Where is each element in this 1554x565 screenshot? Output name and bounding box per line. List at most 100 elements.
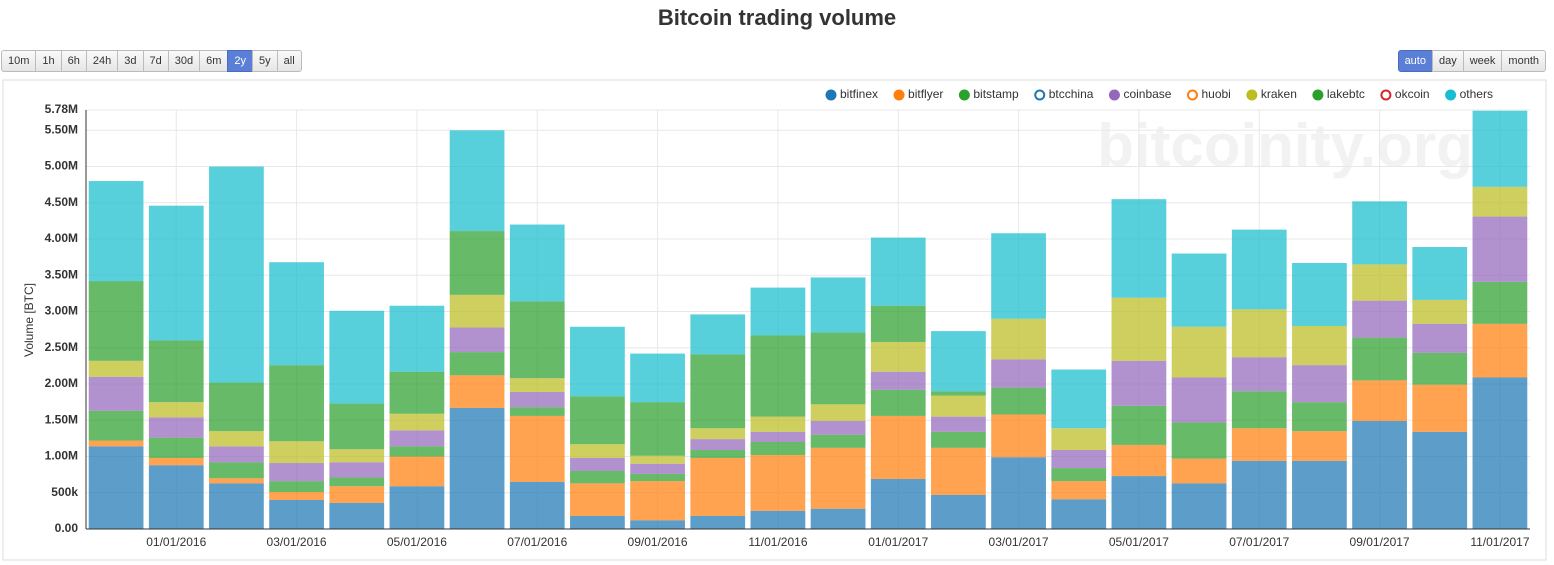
- bar-segment: [810, 508, 866, 529]
- control-button[interactable]: 7d: [142, 50, 169, 72]
- bar-segment: [209, 431, 264, 447]
- bar-segment: [991, 233, 1046, 319]
- bar-segment: [1111, 297, 1167, 361]
- legend-label: lakebtc: [1327, 87, 1365, 101]
- bar-segment: [570, 396, 625, 445]
- bar-segment: [630, 463, 685, 474]
- bar-segment: [329, 477, 385, 487]
- bar-segment: [389, 413, 445, 431]
- control-button[interactable]: week: [1462, 50, 1503, 72]
- bar-segment: [209, 382, 264, 432]
- control-button[interactable]: 24h: [85, 50, 119, 72]
- bar-segment: [449, 352, 505, 376]
- control-button[interactable]: 10m: [1, 50, 37, 72]
- x-tick-label: 09/01/2017: [1350, 535, 1410, 549]
- bar-segment: [750, 416, 806, 432]
- bar-segment: [991, 414, 1046, 458]
- legend-marker: [1380, 89, 1392, 101]
- control-button[interactable]: 30d: [167, 50, 201, 72]
- bar-segment: [509, 301, 565, 379]
- bar-segment: [1292, 431, 1347, 461]
- bar-segment: [690, 354, 746, 429]
- resolution-buttons: auto day week month: [1397, 50, 1546, 72]
- bar-segment: [1051, 428, 1107, 450]
- x-tick-label: 05/01/2016: [387, 535, 447, 549]
- bar-segment: [1231, 428, 1287, 461]
- y-tick-label: 3.50M: [45, 267, 78, 281]
- bar-segment: [1111, 476, 1167, 529]
- bar-segment: [148, 457, 204, 466]
- bar-segment: [88, 181, 144, 282]
- x-tick-label: 03/01/2016: [267, 535, 327, 549]
- y-tick-label: 1.50M: [45, 412, 78, 426]
- bar-segment: [810, 332, 866, 405]
- bar-segment: [1412, 323, 1468, 353]
- bar-segment: [1472, 110, 1528, 187]
- control-button[interactable]: month: [1501, 50, 1546, 72]
- bar-segment: [1171, 483, 1227, 529]
- legend-label: kraken: [1261, 87, 1297, 101]
- control-button[interactable]: 6h: [60, 50, 87, 72]
- bar-segment: [1171, 458, 1227, 484]
- bar-segment: [148, 465, 204, 529]
- bar-segment: [449, 407, 505, 529]
- control-button[interactable]: day: [1431, 50, 1464, 72]
- bar-segment: [630, 353, 685, 403]
- bar-segment: [1111, 360, 1167, 406]
- bar-segment: [509, 407, 565, 416]
- bar-segment: [1171, 253, 1227, 327]
- bar-segment: [509, 378, 565, 392]
- control-button[interactable]: 6m: [199, 50, 229, 72]
- legend-label: huobi: [1201, 87, 1230, 101]
- bar-segment: [570, 471, 625, 484]
- bar-segment: [810, 277, 866, 333]
- x-tick-label: 09/01/2016: [628, 535, 688, 549]
- legend-label: btcchina: [1049, 87, 1094, 101]
- bar-segment: [991, 457, 1046, 529]
- bar-segment: [1412, 247, 1468, 300]
- control-button[interactable]: 2y: [227, 50, 254, 72]
- control-button[interactable]: 5y: [252, 50, 278, 72]
- bar-segment: [750, 442, 806, 456]
- x-tick-label: 07/01/2017: [1229, 535, 1289, 549]
- y-tick-label: 5.00M: [45, 159, 78, 173]
- bar-segment: [329, 462, 385, 478]
- bar-segment: [690, 449, 746, 458]
- bar-segment: [389, 486, 445, 529]
- control-button[interactable]: 3d: [117, 50, 144, 72]
- bar-segment: [1292, 365, 1347, 403]
- control-button[interactable]: 1h: [35, 50, 62, 72]
- bar-segment: [88, 376, 144, 411]
- legend-marker: [893, 89, 905, 101]
- bar-segment: [88, 281, 144, 361]
- bar-segment: [269, 441, 324, 464]
- control-button[interactable]: all: [276, 50, 302, 72]
- bar-segment: [931, 391, 986, 396]
- control-button[interactable]: auto: [1397, 50, 1433, 72]
- bar-segment: [690, 457, 746, 516]
- bar-segment: [1051, 449, 1107, 469]
- bar-segment: [329, 403, 385, 450]
- bar-segment: [870, 371, 926, 390]
- bar-segment: [870, 478, 926, 529]
- bar-segment: [931, 395, 986, 417]
- bar-segment: [449, 375, 505, 408]
- bar-segment: [991, 359, 1046, 388]
- bar-segment: [1111, 405, 1167, 445]
- bar-segment: [630, 455, 685, 464]
- bar-segment: [570, 326, 625, 397]
- y-tick-label: 5.78M: [45, 102, 78, 116]
- bar-segment: [870, 237, 926, 306]
- legend-marker: [958, 89, 970, 101]
- bar-segment: [1231, 391, 1287, 429]
- legend-marker: [1186, 89, 1198, 101]
- bar-segment: [209, 483, 264, 529]
- watermark: bitcoinity.org: [1097, 112, 1473, 179]
- bar-segment: [269, 492, 324, 501]
- bar-segment: [449, 231, 505, 295]
- bar-segment: [209, 166, 264, 383]
- bar-segment: [389, 371, 445, 414]
- bar-segment: [570, 515, 625, 529]
- y-tick-label: 3.00M: [45, 304, 78, 318]
